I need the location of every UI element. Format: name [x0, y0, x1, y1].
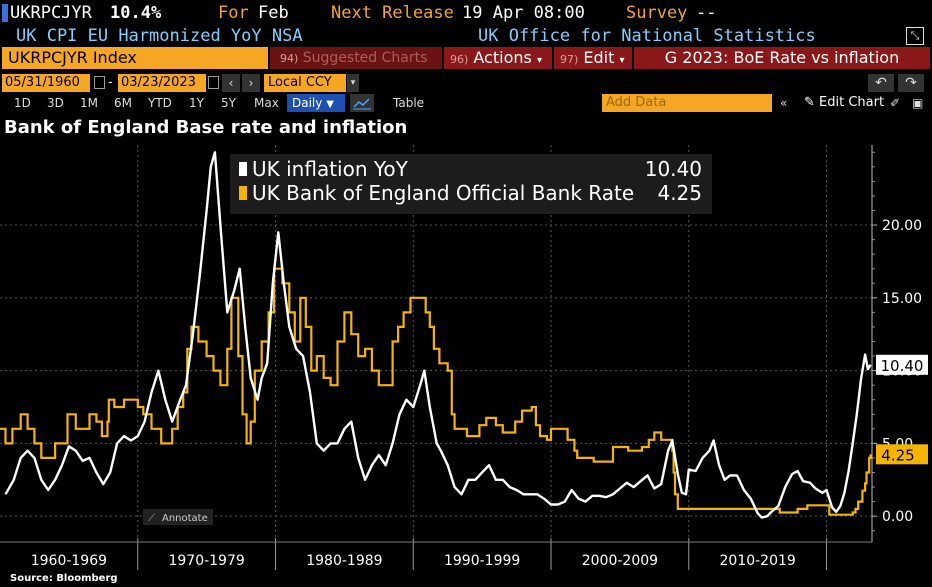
chart-title: Bank of England Base rate and inflation	[4, 117, 408, 138]
security-field[interactable]: UKRPCJYR Index	[2, 47, 268, 69]
period-6m[interactable]: 6M	[114, 96, 132, 110]
frequency-label: Daily	[292, 96, 323, 110]
legend-swatch-inflation	[239, 162, 247, 176]
last-value-labels: 10.40 4.25	[876, 354, 928, 465]
data-source: UK Office for National Statistics	[478, 26, 816, 46]
x-tick-label: 2000-2009	[582, 553, 658, 569]
survey-value: --	[696, 3, 717, 23]
x-tick-label: 1970-1979	[168, 553, 244, 569]
last-value-label-bank-rate: 4.25	[881, 446, 914, 464]
edit-chart-label: Edit Chart	[819, 95, 885, 110]
series-line-bank-rate	[0, 267, 872, 516]
annotate-label: Annotate	[162, 513, 208, 524]
chart-source: Source: Bloomberg	[10, 573, 118, 584]
redo-icon[interactable]: ↷	[898, 74, 924, 92]
undo-icon[interactable]: ↶	[868, 74, 894, 92]
start-calendar-icon[interactable]	[94, 76, 105, 89]
legend-label-inflation: UK inflation YoY	[252, 157, 409, 181]
legend-value-bank-rate: 4.25	[657, 181, 702, 205]
legend-value-inflation: 10.40	[645, 157, 702, 181]
suggested-charts-button[interactable]: 94) Suggested Charts	[270, 47, 442, 69]
edit-dropdown-icon: ▾	[619, 55, 625, 66]
line-chart-icon-graphic	[353, 98, 371, 110]
currency-select[interactable]: Local CCY	[264, 74, 346, 92]
period-1d[interactable]: 1D	[14, 96, 31, 110]
frequency-dropdown-icon: ▼	[326, 99, 334, 110]
annotate-icon: ⟋	[148, 513, 155, 524]
series-line-inflation	[4, 151, 872, 519]
x-tick-label: 2010-2019	[720, 553, 796, 569]
y-tick-label: 0.00	[882, 509, 913, 525]
last-value-box-inflation	[876, 354, 928, 375]
add-data-input[interactable]: Add Data	[602, 94, 772, 112]
for-value: Feb	[258, 3, 289, 23]
edit-chart-icon: ✎	[804, 95, 815, 110]
annotate-background	[143, 509, 213, 525]
period-1m[interactable]: 1M	[80, 96, 98, 110]
next-release-value: 19 Apr 08:00	[462, 3, 585, 23]
security-header: UKRPCJYR 10.4% For Feb Next Release 19 A…	[0, 0, 932, 26]
chart-lines	[0, 151, 872, 519]
y-tick-label: 15.00	[882, 291, 922, 307]
line-chart-icon[interactable]	[350, 94, 374, 112]
edit-num: 97)	[560, 53, 579, 66]
next-release-label: Next Release	[331, 3, 454, 23]
x-axis: 1960-1969 1970-1979 1980-1989 1990-1999 2000…	[0, 538, 872, 570]
chart-legend: UK inflation YoY 10.40 UK Bank of England …	[230, 154, 712, 214]
expand-window-icon[interactable]: ⤡	[906, 27, 924, 45]
collapse-icon[interactable]: «	[780, 96, 788, 110]
ticker-symbol[interactable]: UKRPCJYR	[10, 3, 92, 23]
x-tick-label: 1980-1989	[306, 553, 382, 569]
actions-label: Actions	[473, 48, 532, 67]
currency-dropdown-icon[interactable]: ▾	[347, 74, 359, 92]
edit-chart-button[interactable]: ✎ Edit Chart	[804, 93, 884, 113]
chart-group-title[interactable]: G 2023: BoE Rate vs inflation	[634, 47, 930, 69]
security-description: UK CPI EU Harmonized YoY NSA	[16, 26, 303, 46]
pencil-icon[interactable]: ✐	[890, 96, 901, 110]
legend-background	[230, 154, 712, 214]
x-tick-label: 1960-1969	[31, 553, 107, 569]
security-description-row: UK CPI EU Harmonized YoY NSA UK Office f…	[0, 25, 932, 47]
edit-label: Edit	[583, 48, 615, 67]
period-1y[interactable]: 1Y	[189, 96, 204, 110]
period-ytd[interactable]: YTD	[148, 96, 172, 110]
suggested-label: Suggested Charts	[302, 50, 428, 66]
start-date-input[interactable]: 05/31/1960	[2, 74, 90, 92]
table-view-button[interactable]: Table	[393, 96, 425, 110]
last-value-label-inflation: 10.40	[881, 357, 924, 375]
ticker-marker	[2, 4, 8, 22]
scroll-forward-icon[interactable]: ›	[242, 74, 260, 92]
edit-menu[interactable]: 97) Edit ▾	[554, 47, 632, 69]
y-tick-label: 20.00	[882, 218, 922, 234]
end-date-input[interactable]: 03/23/2023	[118, 74, 206, 92]
for-label: For	[218, 3, 249, 23]
end-calendar-icon[interactable]	[208, 76, 219, 89]
suggested-num: 94)	[280, 52, 299, 65]
scroll-back-icon[interactable]: ‹	[222, 74, 240, 92]
actions-dropdown-icon: ▾	[536, 55, 542, 66]
annotate-control[interactable]: ⟋ Annotate	[143, 509, 213, 525]
survey-label: Survey	[626, 3, 688, 23]
date-range-row: 05/31/1960 - 03/23/2023 ‹ › Local CCY ▾ …	[0, 73, 932, 93]
period-5y[interactable]: 5Y	[221, 96, 236, 110]
x-tick-label: 1990-1999	[444, 553, 520, 569]
settings-icon[interactable]: ▣	[912, 96, 924, 110]
legend-swatch-bank-rate	[239, 186, 247, 200]
frequency-select[interactable]: Daily ▼	[287, 94, 345, 112]
last-value-box-bank-rate	[876, 444, 928, 465]
actions-num: 96)	[450, 53, 469, 66]
period-max[interactable]: Max	[254, 96, 279, 110]
actions-menu[interactable]: 96) Actions ▾	[444, 47, 552, 69]
period-row: 1D 3D 1M 6M YTD 1Y 5Y Max Daily ▼ Table …	[0, 93, 932, 113]
last-value: 10.4%	[110, 3, 162, 23]
chart-toolbar: UKRPCJYR Index 94) Suggested Charts 96) …	[0, 47, 932, 69]
period-3d[interactable]: 3D	[47, 96, 64, 110]
date-separator: -	[108, 75, 113, 90]
legend-label-bank-rate: UK Bank of England Official Bank Rate	[252, 181, 634, 205]
